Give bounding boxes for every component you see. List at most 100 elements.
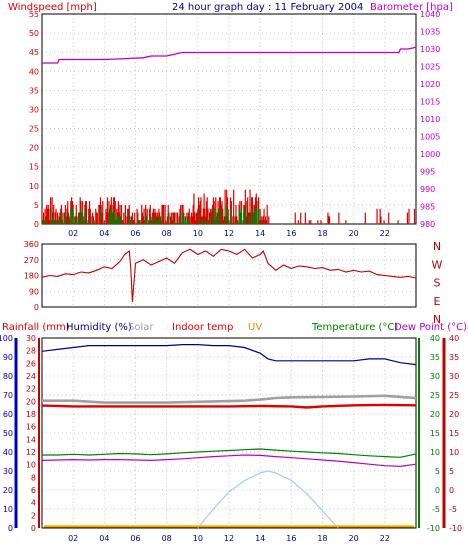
wind-xtick-4: 10 — [193, 229, 203, 238]
temp-ytick-4: 20 — [430, 410, 440, 419]
wind-ytick-4: 35 — [29, 86, 39, 95]
uv-baseline — [44, 525, 414, 527]
dew-ytick-1: 35 — [449, 353, 459, 362]
temp-xtick-8: 18 — [317, 534, 327, 543]
rain-ytick-6: 18 — [26, 410, 36, 419]
wind-ytick-5: 30 — [29, 105, 39, 114]
dew-ytick-5: 15 — [449, 429, 459, 438]
temp-frame — [41, 337, 417, 529]
chart-title: 24 hour graph day : 11 February 2004 — [172, 2, 363, 13]
dew-ytick-7: 5 — [449, 467, 454, 476]
humidity-ytick-2: 80 — [3, 372, 13, 381]
wind-ytick-9: 10 — [29, 182, 39, 191]
compass-label-1: W — [432, 258, 443, 271]
wind-xtick-2: 06 — [130, 229, 140, 238]
compass-label-2: S — [434, 277, 441, 290]
wind-ytick-0: 55 — [29, 10, 39, 19]
dew-ytick-2: 30 — [449, 372, 459, 381]
temperature-label: Temperature (°C) — [311, 322, 398, 333]
wind-xtick-9: 20 — [349, 229, 359, 238]
wind-xtick-0: 02 — [68, 229, 78, 238]
wind-ytick-10: 5 — [34, 201, 39, 210]
rain-ytick-14: 2 — [31, 511, 36, 520]
rain-ytick-7: 16 — [26, 423, 36, 432]
dir-ytick-1: 270 — [24, 256, 39, 265]
windspeed-label: Windspeed [mph] — [8, 2, 97, 13]
rain-ytick-1: 28 — [26, 347, 36, 356]
rain-ytick-12: 6 — [31, 486, 36, 495]
temp-ytick-9: -5 — [432, 505, 440, 514]
series-line-1 — [42, 394, 417, 404]
series-line-5 — [197, 470, 339, 529]
wind-xtick-10: 22 — [380, 229, 390, 238]
temp-xtick-1: 04 — [99, 534, 109, 543]
baro-ytick-1: 1035 — [420, 28, 440, 37]
rain-ytick-0: 30 — [26, 334, 36, 343]
dir-ytick-3: 90 — [29, 287, 39, 296]
wind-xtick-3: 08 — [162, 229, 172, 238]
indoor-temp-label: Indoor temp — [172, 322, 233, 333]
rain-ytick-9: 12 — [26, 448, 36, 457]
temp-ytick-5: 15 — [430, 429, 440, 438]
temp-xtick-4: 10 — [193, 534, 203, 543]
baro-ytick-12: 980 — [420, 220, 435, 229]
temp-xtick-2: 06 — [130, 534, 140, 543]
rain-ytick-11: 8 — [31, 473, 36, 482]
dir-ytick-2: 180 — [24, 272, 39, 281]
dew-ytick-8: 0 — [449, 486, 454, 495]
wind-xtick-7: 16 — [286, 229, 296, 238]
baro-ytick-8: 1000 — [420, 150, 440, 159]
temp-xtick-3: 08 — [162, 534, 172, 543]
dew-ytick-3: 25 — [449, 391, 459, 400]
direction-line — [41, 248, 417, 302]
dew-ytick-0: 40 — [449, 334, 459, 343]
baro-ytick-0: 1040 — [420, 10, 440, 19]
temp-xtick-0: 02 — [68, 534, 78, 543]
baro-ytick-9: 995 — [420, 168, 435, 177]
barometer-label: Barometer [hpa] — [370, 2, 453, 13]
series-line-2 — [41, 403, 417, 409]
temp-ytick-2: 30 — [430, 372, 440, 381]
temp-ytick-1: 35 — [430, 353, 440, 362]
wind-xtick-1: 04 — [99, 229, 109, 238]
dew-ytick-10: -10 — [449, 524, 462, 533]
rain-ytick-13: 4 — [31, 499, 36, 508]
humidity-label: Humidity (%) — [66, 322, 132, 333]
temp-ytick-10: -10 — [427, 524, 440, 533]
dir-ytick-0: 360 — [24, 240, 39, 249]
temp-xtick-6: 14 — [255, 534, 265, 543]
temp-xtick-10: 22 — [380, 534, 390, 543]
rain-ytick-3: 24 — [26, 372, 36, 381]
humidity-ytick-4: 60 — [3, 410, 13, 419]
humidity-ytick-10: 0 — [8, 524, 13, 533]
temp-ytick-7: 5 — [435, 467, 440, 476]
humidity-ytick-6: 40 — [3, 448, 13, 457]
series-line-4 — [41, 454, 417, 468]
temp-ytick-0: 40 — [430, 334, 440, 343]
rain-ytick-15: 0 — [31, 524, 36, 533]
wind-ytick-7: 20 — [29, 144, 39, 153]
windgust-series — [41, 204, 266, 224]
wind-ytick-1: 50 — [29, 29, 39, 38]
chart-layer: 5550454035302520151050104010351030102510… — [0, 10, 462, 543]
uv-label: UV — [248, 322, 262, 333]
baro-ytick-4: 1020 — [420, 80, 440, 89]
windspeed-series — [41, 189, 416, 224]
series-line-0 — [41, 344, 417, 366]
wind-xtick-8: 18 — [317, 229, 327, 238]
humidity-ytick-1: 90 — [3, 353, 13, 362]
series-line-3 — [42, 448, 417, 458]
wind-ytick-8: 15 — [29, 163, 39, 172]
wind-xtick-5: 12 — [224, 229, 234, 238]
baro-ytick-2: 1030 — [420, 45, 440, 54]
dew-ytick-9: -5 — [449, 505, 457, 514]
wind-ytick-11: 0 — [34, 220, 39, 229]
baro-ytick-6: 1010 — [420, 115, 440, 124]
temp-ytick-8: 0 — [435, 486, 440, 495]
humidity-ytick-8: 20 — [3, 486, 13, 495]
temp-ytick-6: 10 — [430, 448, 440, 457]
dir-ytick-4: 0 — [34, 303, 39, 312]
rainfall-label: Rainfall (mm) — [2, 322, 70, 333]
